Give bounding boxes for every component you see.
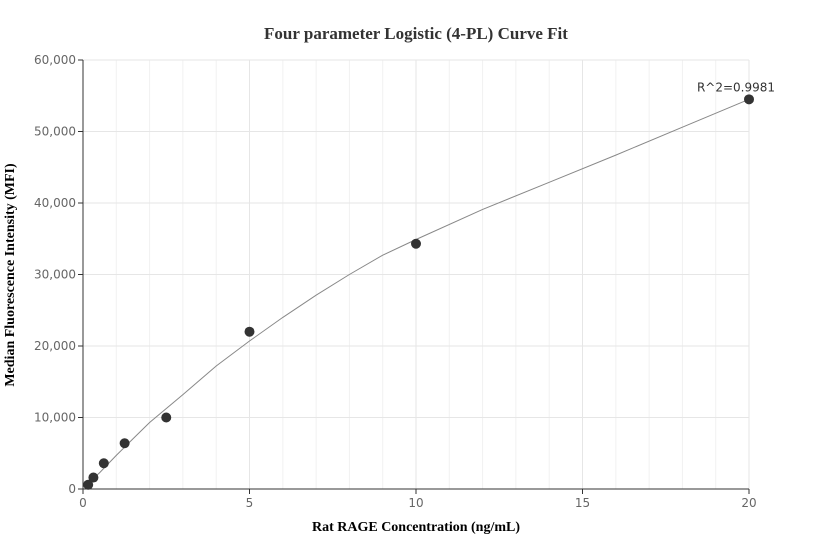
y-axis-title: Median Fluorescence Intensity (MFI) bbox=[3, 163, 18, 387]
x-tick-label: 5 bbox=[246, 496, 254, 510]
tick-labels: 0 10,000 20,000 30,000 40,000 50,000 60,000 0 5 1… bbox=[34, 53, 757, 510]
data-points bbox=[83, 94, 754, 490]
x-axis-title: Rat RAGE Concentration (ng/mL) bbox=[312, 520, 520, 535]
data-point bbox=[411, 238, 421, 249]
data-point bbox=[88, 472, 99, 483]
data-point bbox=[83, 479, 94, 490]
y-tick-label: 60,000 bbox=[34, 53, 76, 67]
data-point bbox=[744, 94, 754, 105]
x-tick-label: 10 bbox=[408, 496, 423, 510]
fit-curve bbox=[82, 98, 750, 488]
axes bbox=[78, 59, 750, 494]
y-tick-label: 10,000 bbox=[34, 411, 76, 425]
r-squared-annotation: R^2=0.9981 bbox=[697, 80, 775, 94]
data-point bbox=[119, 438, 130, 449]
data-point bbox=[244, 326, 255, 337]
y-tick-label: 40,000 bbox=[34, 196, 76, 210]
y-tick-label: 30,000 bbox=[34, 268, 76, 282]
x-tick-label: 0 bbox=[79, 496, 87, 510]
x-tick-label: 15 bbox=[575, 496, 590, 510]
y-tick-label: 0 bbox=[68, 482, 76, 496]
y-tick-label: 50,000 bbox=[34, 125, 76, 139]
y-tick-label: 20,000 bbox=[34, 339, 76, 353]
grid-lines bbox=[83, 59, 750, 489]
data-point bbox=[161, 412, 172, 423]
data-point bbox=[98, 458, 109, 469]
x-tick-label: 20 bbox=[741, 496, 756, 510]
chart-title: Four parameter Logistic (4-PL) Curve Fit bbox=[264, 24, 568, 43]
